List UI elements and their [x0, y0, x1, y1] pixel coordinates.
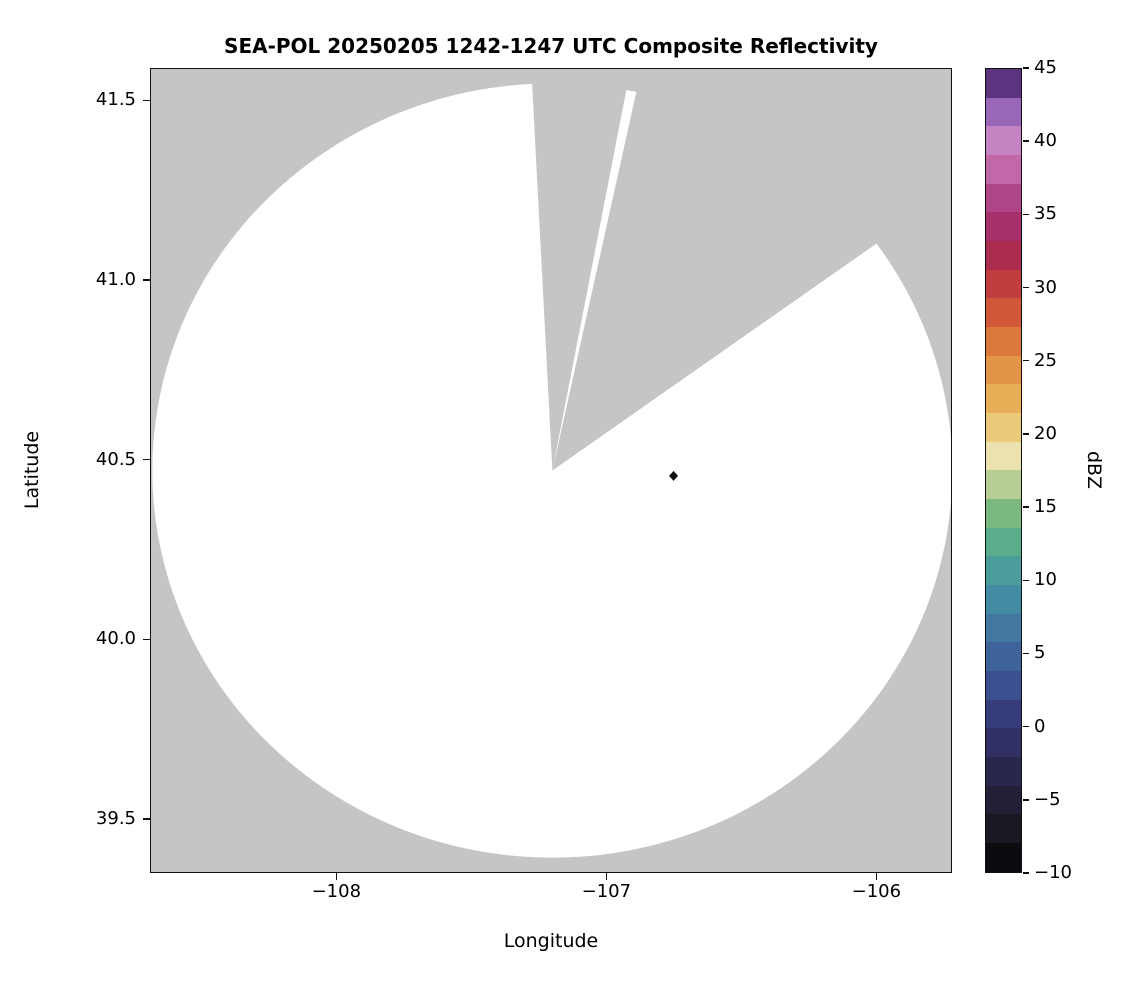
colorbar-band: [986, 843, 1021, 872]
plot-area: [150, 68, 952, 873]
colorbar-tick-label: 5: [1034, 642, 1046, 664]
colorbar-tick-mark: [1023, 140, 1029, 142]
y-tick-mark: [143, 818, 150, 820]
colorbar-tick-label: 0: [1034, 715, 1046, 737]
colorbar-tick-label: 20: [1034, 422, 1057, 444]
colorbar-tick-mark: [1023, 433, 1029, 435]
colorbar-tick-label: 30: [1034, 276, 1057, 298]
colorbar-tick-label: 10: [1034, 569, 1057, 591]
y-tick-label: 41.5: [95, 89, 136, 111]
colorbar-band: [986, 69, 1021, 98]
colorbar-band: [986, 642, 1021, 672]
x-axis-label: Longitude: [503, 930, 599, 952]
colorbar-band: [986, 241, 1021, 270]
colorbar-tick-mark: [1023, 359, 1029, 362]
colorbar-band: [986, 441, 1021, 471]
y-axis-label: Latitude: [21, 430, 43, 510]
colorbar-band: [986, 757, 1021, 786]
colorbar-band: [986, 212, 1021, 242]
colorbar: [985, 68, 1022, 873]
colorbar-band: [986, 699, 1021, 729]
y-tick-label: 39.5: [95, 808, 136, 830]
colorbar-band: [986, 671, 1021, 700]
colorbar-tick-mark: [1023, 799, 1029, 801]
y-tick-mark: [143, 99, 150, 102]
colorbar-tick-mark: [1023, 506, 1029, 508]
colorbar-tick-label: −10: [1034, 862, 1072, 883]
x-tick-label: −107: [581, 881, 632, 902]
colorbar-band: [986, 384, 1021, 414]
x-tick-mark: [605, 873, 608, 880]
colorbar-tick-mark: [1023, 579, 1029, 582]
x-tick-label: −106: [851, 881, 902, 902]
colorbar-band: [986, 556, 1021, 586]
colorbar-band: [986, 155, 1021, 184]
colorbar-band: [986, 298, 1021, 328]
colorbar-tick-label: 45: [1034, 57, 1057, 78]
colorbar-tick-mark: [1023, 725, 1029, 728]
radar-map-svg: [151, 69, 951, 872]
y-tick-label: 40.5: [95, 448, 136, 470]
colorbar-band: [986, 499, 1021, 528]
x-tick-mark: [335, 873, 338, 880]
y-tick-label: 41.0: [95, 269, 136, 291]
colorbar-tick-mark: [1023, 286, 1029, 289]
y-tick-mark: [143, 279, 150, 281]
colorbar-band: [986, 728, 1021, 758]
colorbar-tick-label: −5: [1034, 788, 1061, 810]
y-tick-mark: [143, 458, 150, 461]
colorbar-label: dBZ: [1083, 450, 1105, 490]
colorbar-band: [986, 470, 1021, 500]
colorbar-tick-mark: [1023, 213, 1029, 216]
colorbar-band: [986, 785, 1021, 815]
colorbar-band: [986, 355, 1021, 385]
colorbar-tick-label: 25: [1034, 349, 1057, 371]
colorbar-band: [986, 327, 1021, 356]
x-tick-label: −108: [311, 881, 362, 902]
colorbar-band: [986, 527, 1021, 557]
y-tick-mark: [143, 638, 150, 641]
colorbar-band: [986, 269, 1021, 299]
blocked-sector: [552, 69, 951, 471]
colorbar-tick-mark: [1023, 872, 1029, 874]
colorbar-tick-label: 40: [1034, 130, 1057, 152]
plot-title: SEA-POL 20250205 1242-1247 UTC Composite…: [224, 34, 878, 58]
colorbar-tick-label: 15: [1034, 496, 1057, 518]
colorbar-band: [986, 413, 1021, 442]
colorbar-tick-label: 35: [1034, 203, 1057, 225]
colorbar-band: [986, 126, 1021, 156]
colorbar-band: [986, 183, 1021, 213]
colorbar-tick-mark: [1023, 67, 1029, 69]
colorbar-band: [986, 613, 1021, 643]
colorbar-band: [986, 814, 1021, 844]
blocked-sector: [531, 69, 631, 471]
colorbar-band: [986, 97, 1021, 127]
x-tick-mark: [875, 873, 878, 880]
y-tick-label: 40.0: [95, 628, 136, 650]
colorbar-band: [986, 585, 1021, 614]
colorbar-tick-mark: [1023, 652, 1029, 655]
